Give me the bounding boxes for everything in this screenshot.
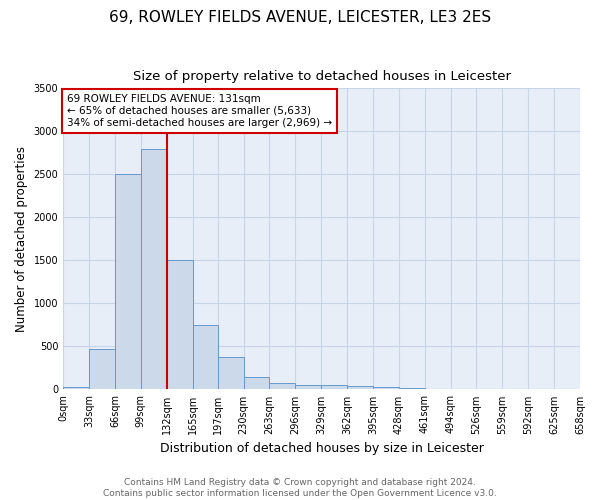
Bar bbox=[115, 174, 141, 390]
Bar bbox=[141, 148, 167, 390]
Bar bbox=[193, 325, 218, 390]
Bar bbox=[269, 383, 295, 390]
Bar bbox=[373, 388, 399, 390]
Bar bbox=[89, 348, 115, 390]
Bar bbox=[218, 356, 244, 390]
Text: 69 ROWLEY FIELDS AVENUE: 131sqm
← 65% of detached houses are smaller (5,633)
34%: 69 ROWLEY FIELDS AVENUE: 131sqm ← 65% of… bbox=[67, 94, 332, 128]
Title: Size of property relative to detached houses in Leicester: Size of property relative to detached ho… bbox=[133, 70, 511, 83]
X-axis label: Distribution of detached houses by size in Leicester: Distribution of detached houses by size … bbox=[160, 442, 484, 455]
Text: Contains HM Land Registry data © Crown copyright and database right 2024.
Contai: Contains HM Land Registry data © Crown c… bbox=[103, 478, 497, 498]
Bar bbox=[167, 260, 193, 390]
Bar bbox=[63, 388, 89, 390]
Bar bbox=[244, 376, 269, 390]
Bar bbox=[321, 385, 347, 390]
Bar bbox=[347, 386, 373, 390]
Y-axis label: Number of detached properties: Number of detached properties bbox=[15, 146, 28, 332]
Bar bbox=[399, 388, 425, 390]
Bar bbox=[295, 384, 321, 390]
Text: 69, ROWLEY FIELDS AVENUE, LEICESTER, LE3 2ES: 69, ROWLEY FIELDS AVENUE, LEICESTER, LE3… bbox=[109, 10, 491, 25]
